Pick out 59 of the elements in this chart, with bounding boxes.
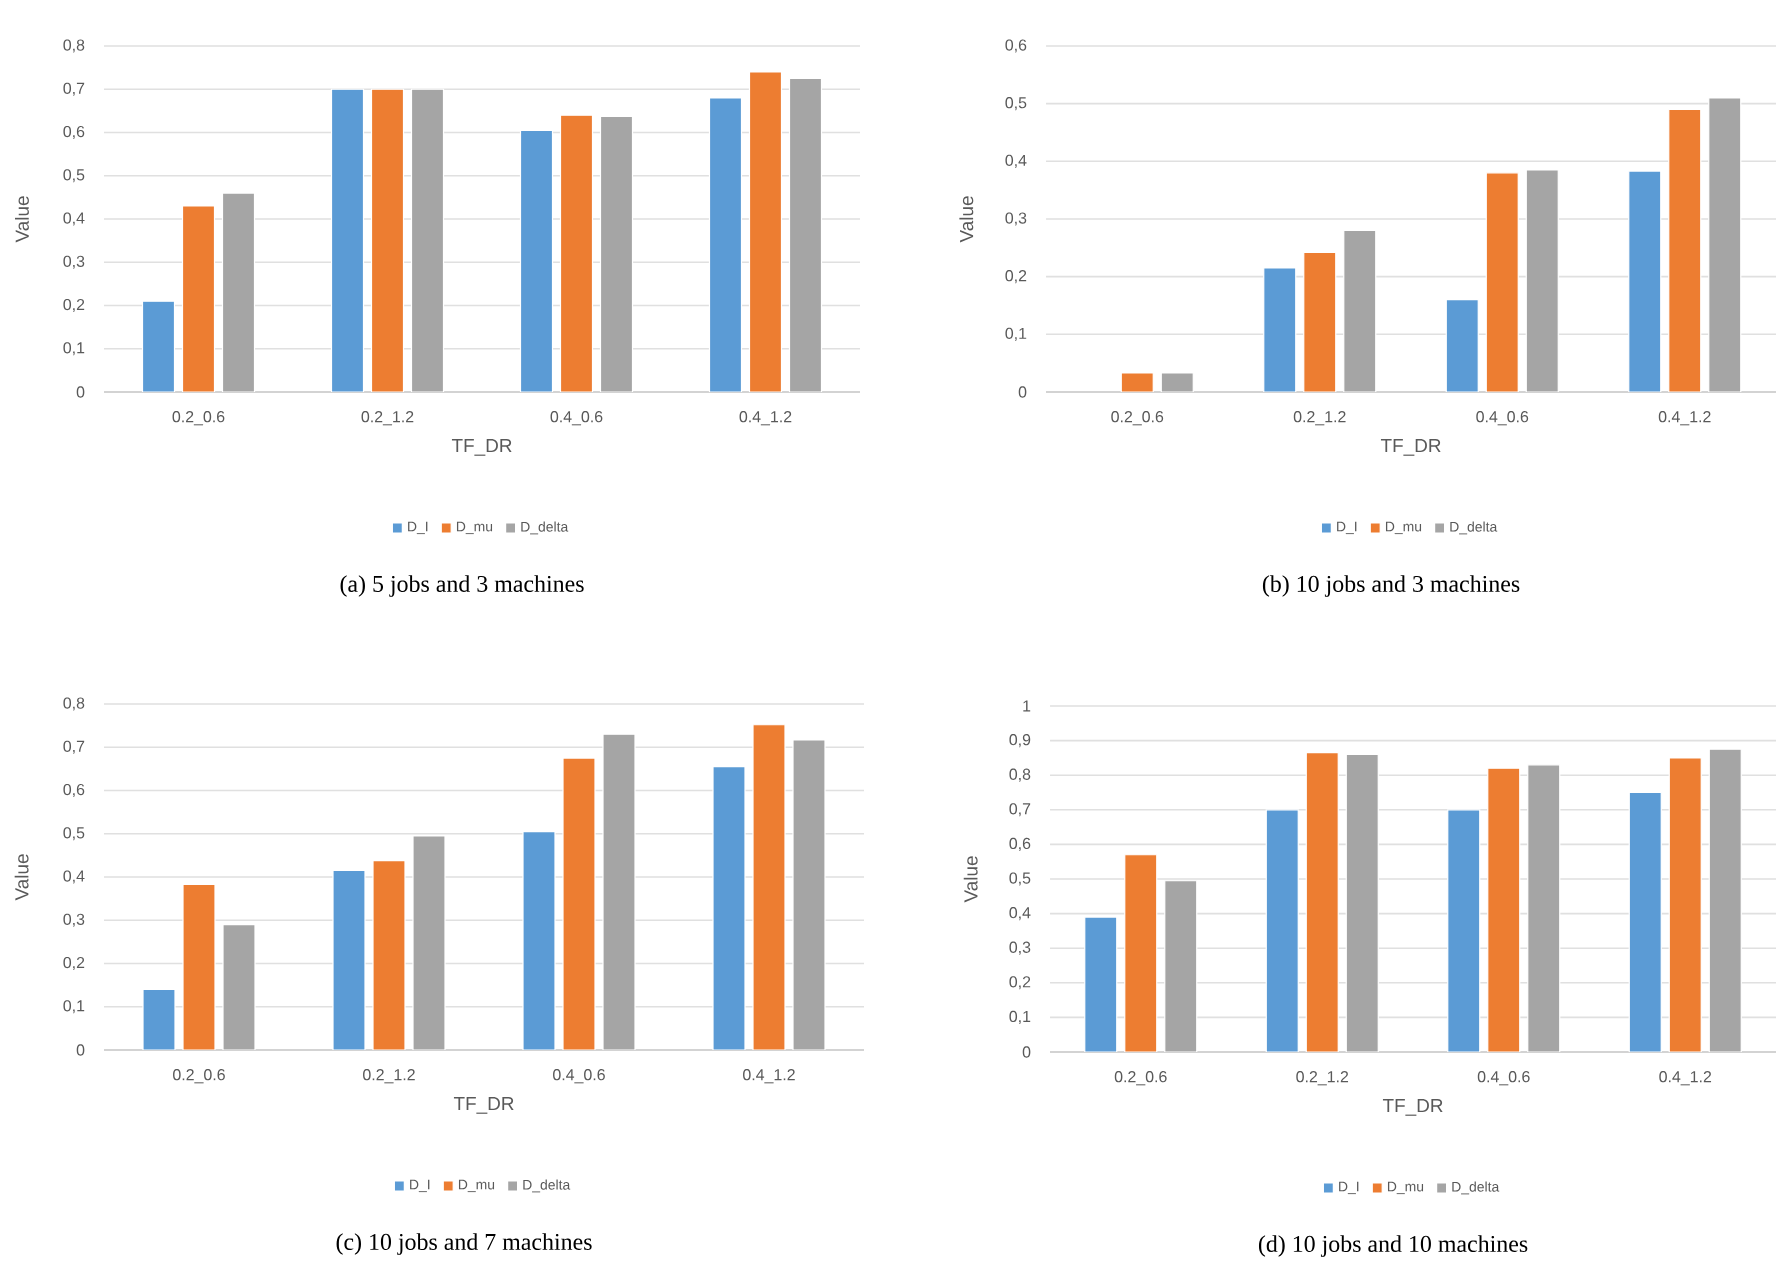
x-axis-title: TF_DR bbox=[1380, 439, 1441, 456]
bar bbox=[712, 766, 746, 1050]
bar bbox=[1708, 748, 1742, 1052]
bar bbox=[1527, 764, 1561, 1052]
y-axis-title: Value bbox=[14, 854, 29, 901]
x-axis-title: TF_DR bbox=[453, 1097, 514, 1114]
y-axis-title: Value bbox=[15, 196, 29, 243]
bar bbox=[1160, 372, 1194, 392]
bar bbox=[370, 88, 405, 392]
bar bbox=[332, 869, 366, 1050]
bar bbox=[1628, 170, 1662, 392]
bar bbox=[1263, 267, 1297, 392]
bar bbox=[1708, 97, 1742, 392]
bar bbox=[181, 205, 216, 392]
x-axis-title: TF_DR bbox=[451, 439, 512, 456]
bar bbox=[522, 830, 556, 1050]
bar bbox=[1487, 767, 1521, 1052]
text: (a) 5 jobs and 3 machines bbox=[340, 575, 584, 597]
bar bbox=[1265, 809, 1299, 1052]
bar bbox=[1668, 757, 1702, 1052]
bar bbox=[330, 88, 365, 392]
bar bbox=[1345, 753, 1379, 1052]
bar bbox=[1303, 251, 1337, 392]
bar bbox=[141, 300, 176, 392]
y-axis-title: Value bbox=[963, 856, 978, 903]
bar bbox=[1120, 372, 1154, 392]
bar bbox=[1084, 916, 1118, 1052]
bar bbox=[602, 733, 636, 1050]
bar bbox=[708, 97, 743, 392]
bar bbox=[748, 71, 783, 392]
bar bbox=[1668, 108, 1702, 392]
x-axis-title: TF_DR bbox=[1382, 1099, 1443, 1116]
bar bbox=[412, 835, 446, 1050]
bar bbox=[1305, 752, 1339, 1052]
bar bbox=[1124, 854, 1158, 1052]
bar bbox=[1164, 880, 1198, 1052]
bar bbox=[792, 739, 826, 1050]
text: (b) 10 jobs and 3 machines bbox=[1262, 575, 1520, 597]
text: (d) 10 jobs and 10 machines bbox=[1258, 1235, 1528, 1257]
bar bbox=[519, 129, 554, 392]
bar bbox=[1525, 169, 1559, 392]
bar bbox=[1343, 229, 1377, 392]
bar bbox=[562, 757, 596, 1050]
bar bbox=[142, 988, 176, 1050]
bar bbox=[788, 77, 823, 392]
text: (c) 10 jobs and 7 machines bbox=[336, 1233, 592, 1255]
bar bbox=[372, 859, 406, 1050]
bar bbox=[1485, 172, 1519, 392]
bar bbox=[752, 724, 786, 1050]
bar bbox=[410, 88, 445, 392]
bar bbox=[221, 192, 256, 392]
bar bbox=[182, 883, 216, 1050]
bar bbox=[1628, 791, 1662, 1052]
bar bbox=[559, 114, 594, 392]
bar bbox=[1447, 809, 1481, 1052]
y-axis-title: Value bbox=[959, 196, 974, 243]
bar bbox=[222, 923, 256, 1050]
bar bbox=[1445, 299, 1479, 392]
bar bbox=[599, 115, 634, 392]
